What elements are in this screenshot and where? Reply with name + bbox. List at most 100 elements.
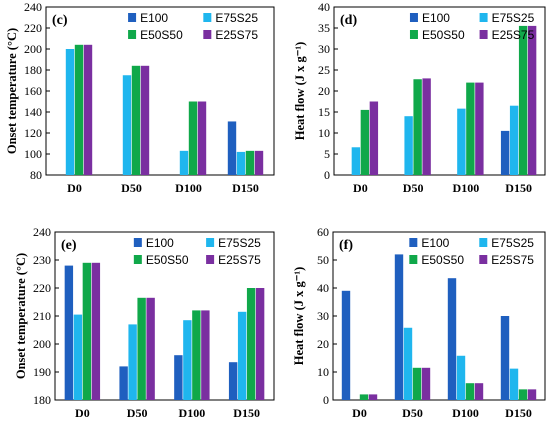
bar-E50S50-D100 <box>192 310 201 400</box>
chart-panel-2: 180 190 200 210 220 230 240 Onset temperature (… <box>14 225 275 420</box>
y-tick-label: 60 <box>317 225 329 239</box>
bar-E75S25-D150 <box>236 151 246 175</box>
legend-label-E50S50: E50S50 <box>140 28 183 42</box>
bar-E75S25-D0 <box>73 314 83 400</box>
legend-swatch-E25S75 <box>203 30 212 39</box>
x-category-label: D150 <box>232 181 259 195</box>
x-category-label: D100 <box>175 181 202 195</box>
y-tick-label: 180 <box>24 63 42 77</box>
y-axis-label: Heat flow (J x g⁻¹) <box>293 42 307 141</box>
y-axis-label: Onset temperature (°C) <box>14 253 28 379</box>
legend-label-E100: E100 <box>140 11 168 25</box>
panel-label: (d) <box>340 13 357 28</box>
chart-panel-1: 0 5 10 15 20 25 30 35 40 Heat flow (J x g⁻¹) (d) D0… <box>293 0 546 195</box>
bar-E50S50-D50 <box>137 297 146 400</box>
legend-swatch-E50S50 <box>409 30 418 39</box>
bar-E25S75-D150 <box>254 150 264 175</box>
bar-E100-D150 <box>227 121 237 175</box>
y-tick-label: 200 <box>24 42 42 56</box>
x-category-label: D0 <box>353 181 368 195</box>
bar-E50S50-D150 <box>246 288 256 400</box>
legend-label-E25S75: E25S75 <box>215 28 258 42</box>
bar-E100-D0 <box>64 265 74 400</box>
bar-E25S75-D150 <box>527 25 537 176</box>
y-tick-label: 140 <box>24 105 42 119</box>
y-tick-label: 220 <box>24 21 42 35</box>
bar-E75S25-D50 <box>128 324 137 400</box>
legend-swatch-E25S75 <box>479 255 488 264</box>
bar-E100-D50 <box>394 254 404 400</box>
bar-E25S75-D100 <box>475 82 484 175</box>
legend-label-E75S25: E75S25 <box>491 236 534 250</box>
bar-E75S25-D0 <box>65 49 75 175</box>
y-tick-label: 15 <box>318 105 330 119</box>
bar-E25S75-D50 <box>422 78 431 175</box>
y-tick-label: 100 <box>24 147 42 161</box>
x-category-label: D100 <box>452 406 479 420</box>
bar-E50S50-D50 <box>131 65 141 175</box>
legend-swatch-E100 <box>409 238 418 247</box>
x-category-label: D100 <box>453 181 480 195</box>
legend-label-E50S50: E50S50 <box>421 253 464 267</box>
panel-label: (e) <box>61 238 77 253</box>
bar-E75S25-D0 <box>351 147 361 175</box>
y-tick-label: 230 <box>33 253 51 267</box>
legend-label-E75S25: E75S25 <box>492 11 535 25</box>
y-tick-label: 240 <box>24 0 42 14</box>
legend: E100 E75S25 E50S50 E25S75 <box>409 236 534 267</box>
legend-label-E75S25: E75S25 <box>215 11 258 25</box>
bar-E50S50-D50 <box>413 79 422 175</box>
bar-E75S25-D50 <box>403 327 413 400</box>
legend: E100 E75S25 E50S50 E25S75 <box>128 11 258 42</box>
y-tick-label: 120 <box>24 126 42 140</box>
legend-swatch-E100 <box>133 238 142 247</box>
y-tick-label: 80 <box>30 168 42 182</box>
y-tick-label: 240 <box>33 225 51 239</box>
x-category-label: D50 <box>402 406 423 420</box>
x-category-label: D150 <box>233 406 260 420</box>
y-tick-label: 160 <box>24 84 42 98</box>
legend-label-E25S75: E25S75 <box>218 253 261 267</box>
y-tick-label: 220 <box>33 281 51 295</box>
bar-E25S75-D50 <box>140 65 150 175</box>
y-axis-label: Heat flow (J x g⁻¹) <box>292 267 306 366</box>
legend-label-E75S25: E75S25 <box>218 236 261 250</box>
bar-E50S50-D0 <box>74 44 84 175</box>
bar-E100-D100 <box>447 278 457 400</box>
x-category-label: D150 <box>505 181 532 195</box>
legend-swatch-E100 <box>128 13 137 22</box>
legend-label-E100: E100 <box>421 236 449 250</box>
bar-E75S25-D150 <box>509 368 519 400</box>
bar-E75S25-D50 <box>404 116 413 175</box>
bar-E75S25-D100 <box>457 108 466 175</box>
legend-swatch-E25S75 <box>206 255 215 264</box>
y-tick-label: 180 <box>33 393 51 407</box>
x-category-label: D100 <box>179 406 206 420</box>
y-tick-label: 200 <box>33 337 51 351</box>
legend-swatch-E100 <box>409 13 418 22</box>
y-tick-label: 0 <box>323 393 329 407</box>
legend-label-E25S75: E25S75 <box>492 28 535 42</box>
bar-E25S75-D150 <box>527 389 537 400</box>
bar-E100-D150 <box>500 130 510 175</box>
bar-E100-D150 <box>500 316 510 400</box>
y-tick-label: 210 <box>33 309 51 323</box>
bar-E100-D150 <box>228 362 238 400</box>
y-tick-label: 20 <box>317 337 329 351</box>
y-tick-label: 0 <box>324 168 330 182</box>
legend-label-E100: E100 <box>422 11 450 25</box>
y-tick-label: 40 <box>318 0 330 14</box>
y-tick-label: 30 <box>318 42 330 56</box>
legend-swatch-E75S25 <box>203 13 212 22</box>
x-category-label: D50 <box>121 181 142 195</box>
bar-E75S25-D100 <box>456 355 466 400</box>
legend: E100 E75S25 E50S50 E25S75 <box>409 11 535 42</box>
bar-E100-D50 <box>119 366 128 400</box>
legend-swatch-E50S50 <box>128 30 137 39</box>
bar-E25S75-D100 <box>474 383 484 400</box>
bar-E50S50-D150 <box>518 25 528 176</box>
bar-E25S75-D0 <box>369 101 379 175</box>
y-tick-label: 40 <box>317 281 329 295</box>
x-category-label: D50 <box>403 181 424 195</box>
